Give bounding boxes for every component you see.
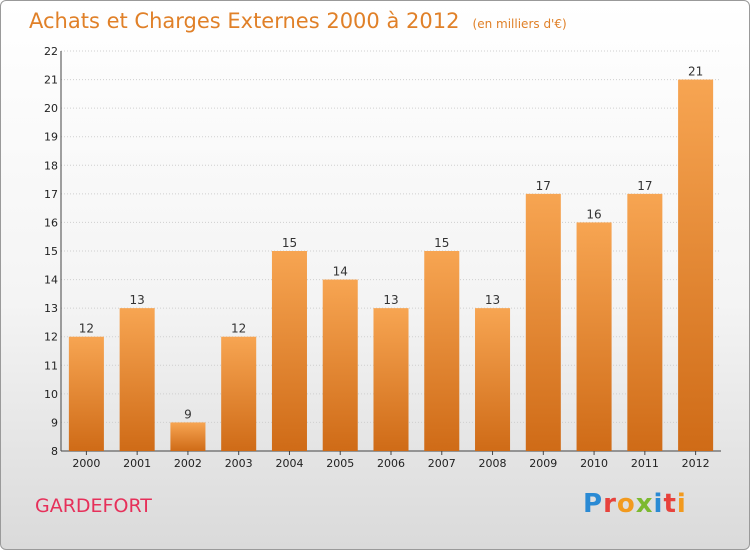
labels: 12 2000 13 2001 9 2002 12 2003 15 2004 14 2005 13 200… (72, 65, 709, 470)
bar (170, 422, 206, 451)
chart-subtitle: (en milliers d'€) (472, 17, 567, 31)
data-label: 16 (586, 207, 601, 221)
data-label: 13 (485, 293, 500, 307)
y-tick-label: 17 (44, 188, 58, 201)
y-tick-label: 16 (44, 216, 58, 229)
data-label: 9 (184, 407, 192, 421)
logo-letter: r (603, 489, 617, 519)
bar (271, 251, 307, 451)
x-tick-label: 2011 (631, 457, 659, 470)
x-tick-label: 2000 (72, 457, 100, 470)
x-tick-label: 2010 (580, 457, 608, 470)
data-label: 14 (333, 265, 348, 279)
x-tick-label: 2005 (326, 457, 354, 470)
data-label: 15 (282, 236, 297, 250)
y-tick-label: 11 (44, 359, 58, 372)
y-tick-label: 9 (51, 416, 58, 429)
data-label: 21 (688, 65, 703, 79)
y-tick-label: 8 (51, 445, 58, 458)
bar (119, 308, 155, 451)
logo-letter: o (616, 489, 636, 519)
bar (627, 193, 663, 451)
logo-letter: i (653, 489, 664, 519)
data-label: 15 (434, 236, 449, 250)
y-tick-label: 21 (44, 74, 58, 87)
x-tick-label: 2012 (682, 457, 710, 470)
bar (221, 336, 257, 451)
place-name: GARDEFORT (35, 495, 152, 517)
bars (68, 79, 714, 452)
y-tick-label: 19 (44, 131, 58, 144)
bar (475, 308, 511, 451)
proxiti-logo: Proxiti (583, 489, 687, 519)
bar (373, 308, 409, 451)
y-tick-label: 10 (44, 388, 58, 401)
y-tick-label: 18 (44, 159, 58, 172)
data-label: 17 (637, 179, 652, 193)
x-tick-label: 2006 (377, 457, 405, 470)
x-tick-label: 2009 (529, 457, 557, 470)
y-tick-label: 20 (44, 102, 58, 115)
x-tick-label: 2003 (225, 457, 253, 470)
data-label: 13 (130, 293, 145, 307)
bar (678, 79, 714, 452)
chart-title: Achats et Charges Externes 2000 à 2012 (29, 9, 460, 33)
y-tick-label: 12 (44, 331, 58, 344)
data-label: 13 (383, 293, 398, 307)
y-tick-label: 13 (44, 302, 58, 315)
y-tick-label: 22 (44, 45, 58, 58)
x-tick-label: 2001 (123, 457, 151, 470)
bar (424, 251, 460, 451)
data-label: 12 (79, 322, 94, 336)
title-row: Achats et Charges Externes 2000 à 2012 (… (29, 9, 567, 33)
x-tick-label: 2008 (479, 457, 507, 470)
logo-letter: t (663, 489, 677, 519)
bar (525, 193, 561, 451)
logo-letter: i (676, 489, 687, 519)
bar (322, 279, 358, 451)
logo-letter: x (635, 489, 654, 519)
x-tick-label: 2004 (275, 457, 303, 470)
data-label: 17 (536, 179, 551, 193)
x-tick-label: 2007 (428, 457, 456, 470)
x-tick-label: 2002 (174, 457, 202, 470)
y-tick-label: 15 (44, 245, 58, 258)
y-tick-label: 14 (44, 274, 58, 287)
bar (68, 336, 104, 451)
data-label: 12 (231, 322, 246, 336)
bar (576, 222, 612, 451)
logo-letter: P (583, 489, 604, 519)
